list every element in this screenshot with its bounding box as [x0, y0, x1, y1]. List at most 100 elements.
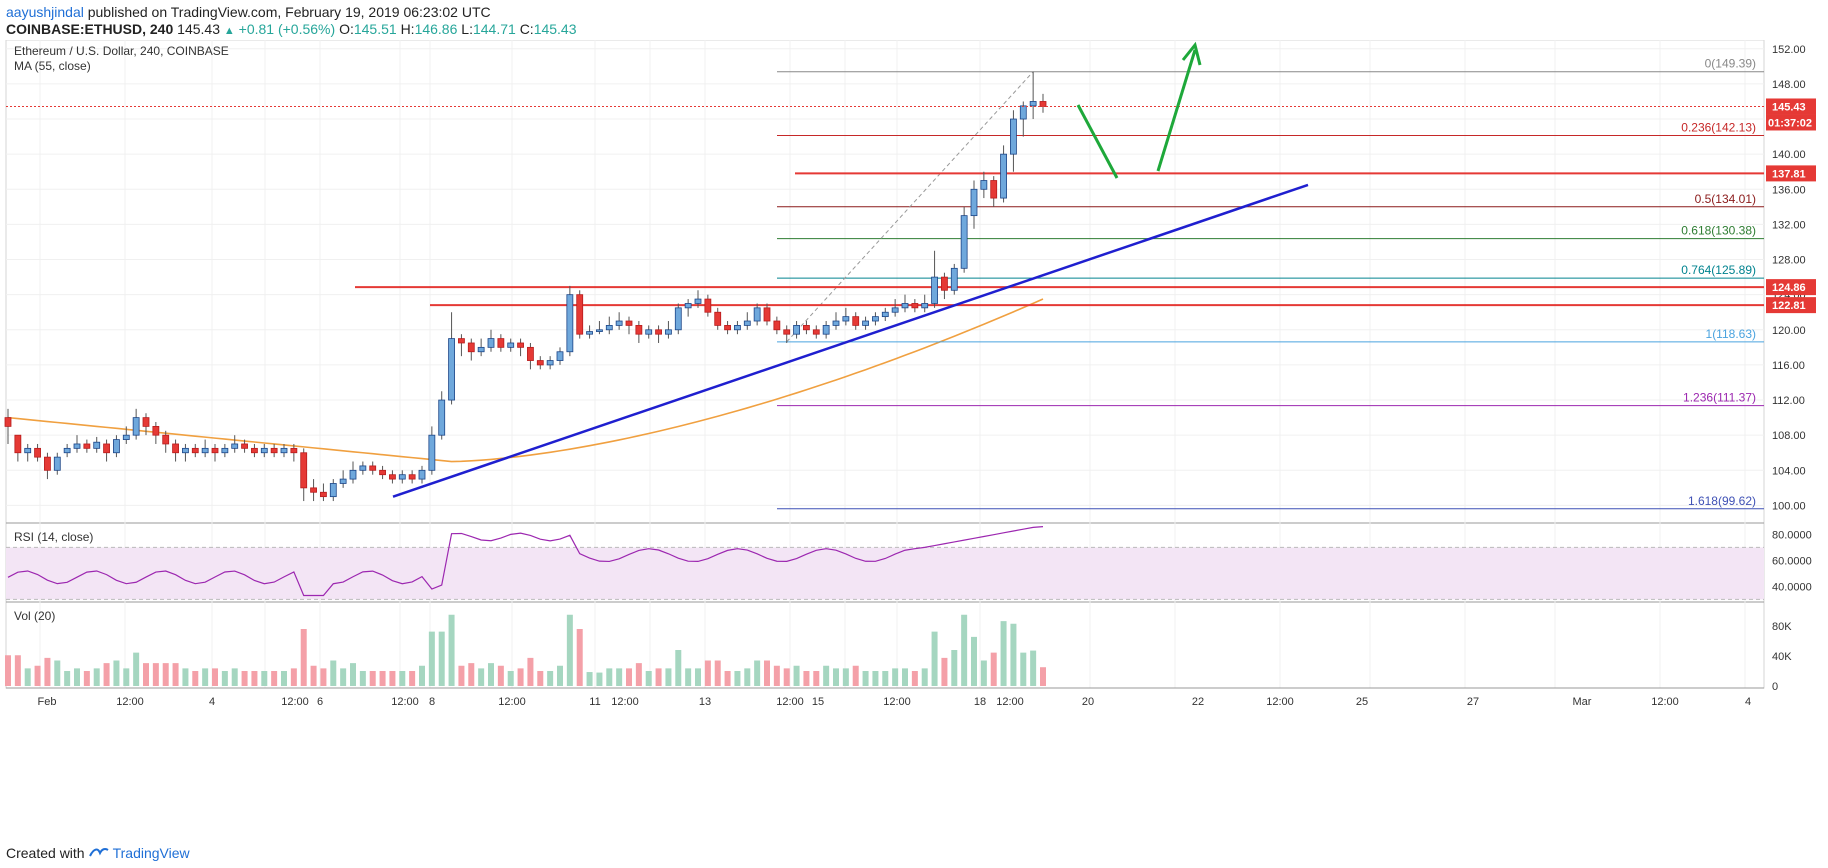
- tradingview-logo-icon: [88, 845, 109, 861]
- published-text: published on TradingView.com, February 1…: [87, 4, 491, 20]
- volume-bar: [980, 660, 987, 686]
- last-price-tag: 145.43: [1772, 101, 1806, 113]
- candle: [812, 329, 820, 335]
- volume-bar: [911, 671, 918, 686]
- time-tick-label: 12:00: [776, 696, 804, 708]
- candle: [83, 443, 91, 449]
- volume-bar: [359, 671, 366, 686]
- volume-tick-label: 40K: [1772, 651, 1792, 663]
- volume-bar: [793, 665, 800, 686]
- candle: [783, 329, 791, 335]
- volume-bar: [596, 672, 603, 686]
- volume-bar: [842, 668, 849, 686]
- candle: [122, 434, 130, 440]
- volume-bar: [783, 668, 790, 686]
- candle: [211, 447, 219, 454]
- candle: [477, 346, 485, 353]
- volume-bar: [616, 668, 623, 686]
- candle: [684, 303, 692, 309]
- candle: [290, 447, 298, 454]
- volume-bar: [419, 665, 425, 686]
- candle: [881, 311, 889, 318]
- close-label: C:: [519, 21, 534, 37]
- created-with-text: Created with: [6, 845, 85, 861]
- author-name[interactable]: aayushjindal: [6, 4, 84, 20]
- candle: [73, 443, 81, 449]
- tradingview-brand[interactable]: TradingView: [112, 845, 190, 861]
- volume-bar: [626, 668, 632, 686]
- rsi-band: [6, 547, 1764, 600]
- price-tick-label: 104.00: [1772, 465, 1806, 477]
- candle: [625, 320, 633, 326]
- candle: [448, 338, 455, 401]
- candle: [428, 434, 436, 471]
- candle: [714, 311, 722, 326]
- volume-bar: [389, 671, 396, 686]
- candle: [162, 434, 170, 445]
- time-tick-label: 12:00: [883, 696, 911, 708]
- candle: [1010, 118, 1017, 155]
- fib-level-label: 0.5(134.01): [1695, 192, 1756, 206]
- volume-bar: [931, 631, 938, 686]
- level-tag: 137.81: [1772, 168, 1806, 180]
- candle: [635, 325, 643, 335]
- volume-bar: [971, 636, 977, 686]
- fib-level-label: 1(118.63): [1706, 327, 1756, 341]
- volume-bar: [24, 668, 31, 686]
- candle: [44, 456, 51, 471]
- footer: Created with TradingView: [6, 845, 190, 861]
- volume-bar: [773, 665, 780, 686]
- time-tick-label: 22: [1192, 696, 1204, 708]
- candle: [517, 342, 524, 348]
- price-change: +0.81 (+0.56%): [238, 21, 336, 37]
- candle: [53, 456, 61, 471]
- volume-bar: [734, 671, 741, 686]
- volume-bar: [290, 668, 297, 686]
- volume-bar: [5, 655, 11, 686]
- candle: [379, 469, 386, 476]
- countdown-tag-bg: [1766, 114, 1816, 131]
- candle: [1029, 101, 1037, 107]
- volume-bar: [527, 657, 534, 686]
- volume-bar: [54, 660, 61, 686]
- volume-bar: [468, 663, 475, 686]
- rsi-tick-label: 60.0000: [1772, 555, 1812, 567]
- price-tick-label: 100.00: [1772, 500, 1806, 512]
- last-price: 145.43: [177, 21, 220, 37]
- candle: [980, 180, 988, 190]
- volume-bar: [655, 668, 662, 686]
- volume-bar: [635, 663, 642, 686]
- time-tick-label: 12:00: [498, 696, 526, 708]
- price-tick-label: 112.00: [1772, 395, 1805, 407]
- candle: [645, 329, 653, 335]
- level-tag-bg: [1766, 279, 1816, 296]
- candle: [310, 487, 317, 493]
- volume-bar: [1040, 667, 1046, 686]
- volume-bar: [330, 660, 337, 686]
- candle: [487, 338, 495, 348]
- volume-bar: [537, 671, 544, 686]
- candle: [132, 417, 140, 436]
- high-value: 146.86: [414, 21, 458, 37]
- candle: [241, 443, 248, 449]
- volume-bar: [74, 668, 80, 686]
- time-tick-label: 15: [812, 696, 824, 708]
- candle: [201, 447, 209, 454]
- low-value: 144.71: [472, 21, 516, 37]
- volume-bar: [133, 652, 140, 686]
- up-arrow-head: [1181, 41, 1202, 66]
- candle: [803, 325, 810, 331]
- volume-bar: [192, 671, 199, 686]
- candle: [694, 298, 702, 304]
- candle: [753, 307, 761, 322]
- volume-bar: [744, 668, 751, 686]
- candle: [891, 307, 899, 313]
- volume-bar: [44, 657, 51, 686]
- rsi-line: [7, 526, 1044, 597]
- candle: [734, 325, 741, 331]
- price-chart[interactable]: 152.00148.00144.00140.00136.00132.00128.…: [0, 40, 1828, 840]
- ma-legend: MA (55, close): [14, 59, 91, 73]
- chart-title: Ethereum / U.S. Dollar, 240, COINBASE: [14, 44, 229, 58]
- up-arrow: [1156, 49, 1197, 172]
- time-tick-label: Feb: [38, 696, 57, 708]
